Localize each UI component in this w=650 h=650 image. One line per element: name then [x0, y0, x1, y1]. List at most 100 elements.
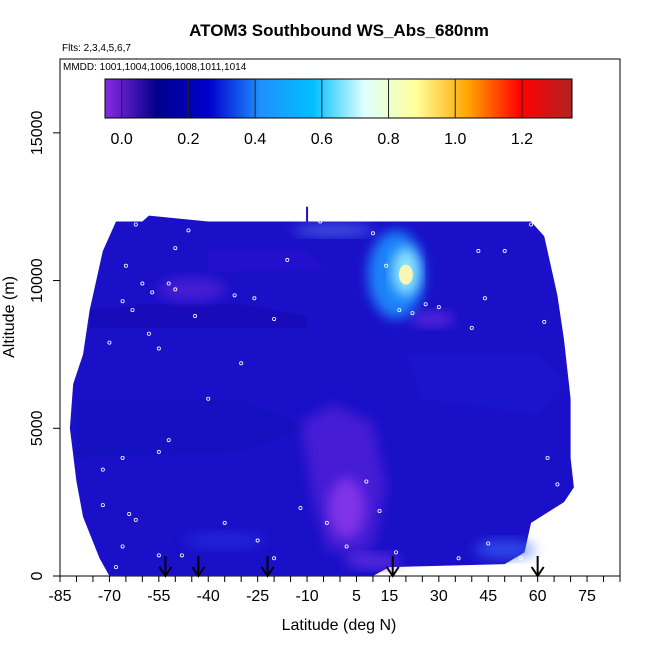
sample-point — [114, 565, 119, 570]
colorbar-tick-label: 0.2 — [177, 131, 199, 148]
sample-point — [186, 228, 191, 233]
sample-point — [140, 281, 145, 286]
sample-point — [469, 325, 474, 330]
sample-point — [272, 556, 277, 561]
field-band — [76, 398, 308, 458]
x-tick-label: 30 — [430, 588, 448, 605]
sample-point — [377, 509, 382, 514]
sample-point — [542, 319, 547, 324]
sample-point — [156, 449, 161, 454]
field-patch — [344, 553, 401, 570]
heatmap-field — [69, 206, 574, 576]
flights-subtitle: Flts: 2,3,4,5,6,7 — [62, 43, 131, 54]
sample-point — [324, 520, 329, 525]
colorbar — [104, 78, 573, 119]
sample-point — [397, 308, 402, 313]
sample-point — [384, 263, 389, 268]
x-tick-label: -85 — [48, 588, 71, 605]
sample-point — [252, 296, 257, 301]
x-tick-label: 5 — [352, 588, 361, 605]
sample-point — [232, 293, 237, 298]
sample-point — [476, 249, 481, 254]
sample-point — [529, 222, 534, 227]
x-axis-label: Latitude (deg N) — [282, 617, 397, 634]
arrow-head — [260, 566, 275, 578]
y-tick-label: 5000 — [29, 410, 46, 446]
colorbar-tick-label: 0.0 — [111, 131, 133, 148]
colorbar-tick-label: 0.4 — [244, 131, 266, 148]
sample-point — [410, 311, 415, 316]
colorbar-ticks: 0.0 0.2 0.4 0.6 0.8 1.0 1.2 — [111, 79, 533, 148]
dates-subtitle: MMDD: 1001,1004,1006,1008,1011,1014 — [63, 62, 247, 73]
sample-point — [107, 340, 112, 345]
x-tick-label: 75 — [578, 588, 596, 605]
y-axis-label: Altitude (m) — [1, 276, 18, 358]
x-axis-ticks: -85 -70 -55 -40 -25 -10 5 15 30 45 60 75 — [48, 576, 621, 605]
field-patch — [184, 532, 265, 549]
sample-point — [298, 506, 303, 511]
y-tick-label: 10000 — [29, 258, 46, 303]
arrow-head — [530, 566, 545, 578]
sample-point — [222, 520, 227, 525]
sample-point — [133, 517, 138, 522]
field-hot — [293, 224, 374, 237]
sample-point — [127, 511, 132, 516]
sample-point — [239, 361, 244, 366]
sample-point — [456, 556, 461, 561]
field-band — [405, 354, 564, 414]
sample-point — [436, 305, 441, 310]
sample-point — [123, 263, 128, 268]
sample-point — [318, 219, 323, 224]
sample-point — [166, 281, 171, 286]
chart-title: ATOM3 Southbound WS_Abs_680nm — [189, 21, 489, 40]
x-tick-label: -25 — [246, 588, 269, 605]
sample-point — [156, 553, 161, 558]
sample-point — [173, 246, 178, 251]
sample-point — [150, 290, 155, 295]
sample-point — [120, 299, 125, 304]
sample-point — [393, 550, 398, 555]
sample-point — [397, 210, 402, 215]
sample-point — [120, 455, 125, 460]
x-tick-label: -55 — [147, 588, 170, 605]
sample-point — [133, 222, 138, 227]
field-hot — [398, 264, 413, 285]
x-tick-label: 45 — [479, 588, 497, 605]
colorbar-tick-label: 1.0 — [444, 131, 466, 148]
sample-point — [100, 503, 105, 508]
sample-point — [370, 231, 375, 236]
arrow-head — [158, 566, 173, 578]
sample-point — [173, 287, 178, 292]
sample-point — [364, 479, 369, 484]
sample-point — [166, 438, 171, 443]
sample-point — [156, 346, 161, 351]
x-tick-label: 15 — [381, 588, 399, 605]
sample-point — [423, 302, 428, 307]
x-tick-label: -40 — [197, 588, 220, 605]
sample-point — [206, 396, 211, 401]
colorbar-tick-label: 0.8 — [377, 131, 399, 148]
sample-point — [555, 482, 560, 487]
sample-point — [344, 544, 349, 549]
x-tick-label: -70 — [98, 588, 121, 605]
flight-arrows — [158, 556, 545, 578]
sample-points — [100, 210, 560, 570]
field-plume-core — [328, 478, 365, 539]
field-patch — [410, 310, 455, 327]
sample-point — [179, 553, 184, 558]
arrow-head — [191, 566, 206, 578]
y-tick-label: 15000 — [29, 111, 46, 156]
arrow-head — [385, 566, 400, 578]
colorbar-tick-label: 0.6 — [311, 131, 333, 148]
sample-point — [482, 296, 487, 301]
sample-point — [545, 455, 550, 460]
field-patch — [474, 539, 535, 560]
x-tick-label: -10 — [295, 588, 318, 605]
y-axis-ticks: 0 5000 10000 15000 — [29, 111, 60, 580]
field-patch — [157, 277, 226, 302]
colorbar-tick-label: 1.2 — [511, 131, 533, 148]
sample-point — [486, 541, 491, 546]
sample-point — [502, 249, 507, 254]
sample-point — [272, 316, 277, 321]
